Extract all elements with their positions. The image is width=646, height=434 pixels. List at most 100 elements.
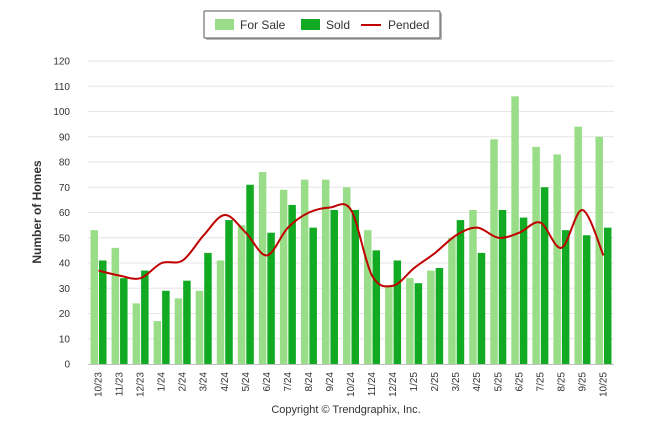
bar-for-sale-7-25 bbox=[532, 146, 540, 364]
x-tick-label: 7/25 bbox=[535, 372, 546, 392]
pended-line bbox=[98, 203, 605, 288]
bar-sold-10-24 bbox=[351, 209, 359, 364]
y-tick-label: 20 bbox=[59, 309, 71, 320]
bar-for-sale-7-24 bbox=[279, 189, 288, 364]
y-tick-label: 0 bbox=[64, 360, 70, 371]
x-tick-label: 8/25 bbox=[556, 372, 567, 392]
bar-sold-8-24 bbox=[309, 227, 317, 364]
bar-for-sale-8-24 bbox=[300, 179, 309, 364]
bar-for-sale-3-24 bbox=[195, 290, 204, 364]
bar-sold-4-25 bbox=[477, 252, 486, 364]
y-tick-label: 100 bbox=[53, 107, 70, 118]
pended-line-layer bbox=[98, 203, 605, 288]
bar-sold-10-25 bbox=[603, 227, 612, 364]
x-tick-label: 3/24 bbox=[199, 372, 210, 392]
y-tick-label: 110 bbox=[54, 82, 70, 93]
x-tick-label: 4/25 bbox=[472, 372, 483, 392]
bars bbox=[90, 96, 612, 365]
bar-for-sale-12-23 bbox=[132, 303, 141, 364]
bar-sold-3-25 bbox=[456, 220, 465, 364]
bar-sold-9-24 bbox=[330, 209, 338, 364]
bar-sold-1-24 bbox=[162, 290, 170, 364]
bar-for-sale-9-25 bbox=[574, 126, 582, 365]
bar-for-sale-9-24 bbox=[321, 179, 330, 364]
legend-swatch-sold bbox=[301, 19, 320, 30]
x-tick-label: 10/24 bbox=[346, 372, 357, 397]
bar-sold-5-24 bbox=[246, 184, 254, 364]
copyright-footer: Copyright © Trendgraphix, Inc. bbox=[271, 404, 420, 416]
bar-sold-7-24 bbox=[288, 204, 296, 364]
bar-for-sale-5-24 bbox=[237, 225, 246, 364]
y-tick-label: 10 bbox=[59, 334, 71, 345]
bar-sold-3-24 bbox=[204, 252, 212, 364]
bar-for-sale-2-24 bbox=[174, 298, 183, 364]
x-tick-label: 10/25 bbox=[598, 372, 609, 397]
bar-sold-11-24 bbox=[372, 250, 381, 364]
bar-for-sale-3-25 bbox=[448, 237, 456, 364]
bar-for-sale-1-25 bbox=[406, 278, 414, 364]
x-tick-label: 5/24 bbox=[241, 372, 252, 392]
bar-for-sale-12-24 bbox=[385, 285, 393, 364]
x-tick-label: 11/24 bbox=[367, 372, 378, 397]
x-tick-label: 2/25 bbox=[430, 372, 441, 392]
bar-for-sale-6-25 bbox=[511, 96, 519, 364]
bar-sold-11-23 bbox=[120, 278, 128, 364]
x-tick-label: 6/25 bbox=[514, 372, 525, 392]
x-tick-label: 11/23 bbox=[115, 372, 126, 397]
bar-sold-6-25 bbox=[519, 217, 528, 364]
x-tick-label: 1/25 bbox=[409, 372, 420, 392]
bar-for-sale-2-25 bbox=[427, 270, 435, 364]
x-tick-label: 3/25 bbox=[451, 372, 462, 392]
bar-sold-4-24 bbox=[225, 220, 233, 364]
bar-sold-8-25 bbox=[561, 230, 570, 364]
legend-swatch-for-sale bbox=[215, 19, 234, 30]
bar-for-sale-5-25 bbox=[490, 139, 498, 364]
x-tick-label: 1/24 bbox=[157, 372, 168, 392]
x-tick-label: 8/24 bbox=[304, 372, 315, 392]
x-axis-ticks: 10/23 11/23 12/23 1/24 2/24 3/24 4/24 5/24 6/24 7… bbox=[94, 372, 610, 397]
bar-sold-9-25 bbox=[582, 235, 591, 364]
bar-for-sale-10-23 bbox=[90, 230, 99, 364]
y-tick-label: 90 bbox=[59, 132, 71, 143]
bar-for-sale-11-23 bbox=[111, 247, 120, 364]
bar-sold-12-24 bbox=[393, 260, 402, 364]
bar-for-sale-10-25 bbox=[595, 136, 603, 364]
x-tick-label: 4/24 bbox=[220, 372, 231, 392]
x-tick-label: 12/24 bbox=[388, 372, 399, 397]
x-tick-label: 7/24 bbox=[283, 372, 294, 392]
y-tick-label: 60 bbox=[59, 208, 71, 219]
bar-sold-2-25 bbox=[435, 268, 444, 364]
bar-sold-5-25 bbox=[498, 209, 507, 364]
bar-sold-2-24 bbox=[183, 280, 191, 364]
x-tick-label: 6/24 bbox=[262, 372, 273, 392]
legend-label-for-sale: For Sale bbox=[240, 18, 286, 32]
x-tick-label: 9/24 bbox=[325, 372, 336, 392]
bar-sold-10-23 bbox=[99, 260, 107, 364]
y-tick-label: 50 bbox=[59, 233, 71, 244]
bar-sold-7-25 bbox=[540, 187, 549, 364]
bar-for-sale-6-24 bbox=[258, 172, 267, 364]
bar-for-sale-8-25 bbox=[553, 154, 561, 364]
legend-label-pended: Pended bbox=[388, 18, 429, 32]
y-tick-label: 70 bbox=[59, 183, 71, 194]
bar-for-sale-1-24 bbox=[153, 321, 162, 364]
y-tick-label: 30 bbox=[59, 284, 71, 295]
x-tick-label: 10/23 bbox=[94, 372, 105, 397]
x-tick-label: 9/25 bbox=[577, 372, 588, 392]
bar-sold-1-25 bbox=[414, 283, 423, 364]
bar-sold-6-24 bbox=[267, 232, 275, 364]
bar-for-sale-4-25 bbox=[469, 209, 477, 364]
y-tick-label: 120 bbox=[53, 57, 70, 68]
legend: For Sale Sold Pended bbox=[203, 10, 442, 40]
y-axis-ticks: 0 10 20 30 40 50 60 70 80 90 100 110 120 bbox=[53, 57, 70, 371]
y-axis-label: Number of Homes bbox=[30, 160, 44, 264]
bar-for-sale-11-24 bbox=[364, 230, 372, 364]
bar-for-sale-4-24 bbox=[216, 260, 225, 364]
y-tick-label: 40 bbox=[59, 259, 71, 270]
x-tick-label: 12/23 bbox=[136, 372, 147, 397]
x-tick-label: 5/25 bbox=[493, 372, 504, 392]
x-tick-label: 2/24 bbox=[178, 372, 189, 392]
y-tick-label: 80 bbox=[59, 158, 71, 169]
bar-sold-12-23 bbox=[141, 270, 149, 364]
